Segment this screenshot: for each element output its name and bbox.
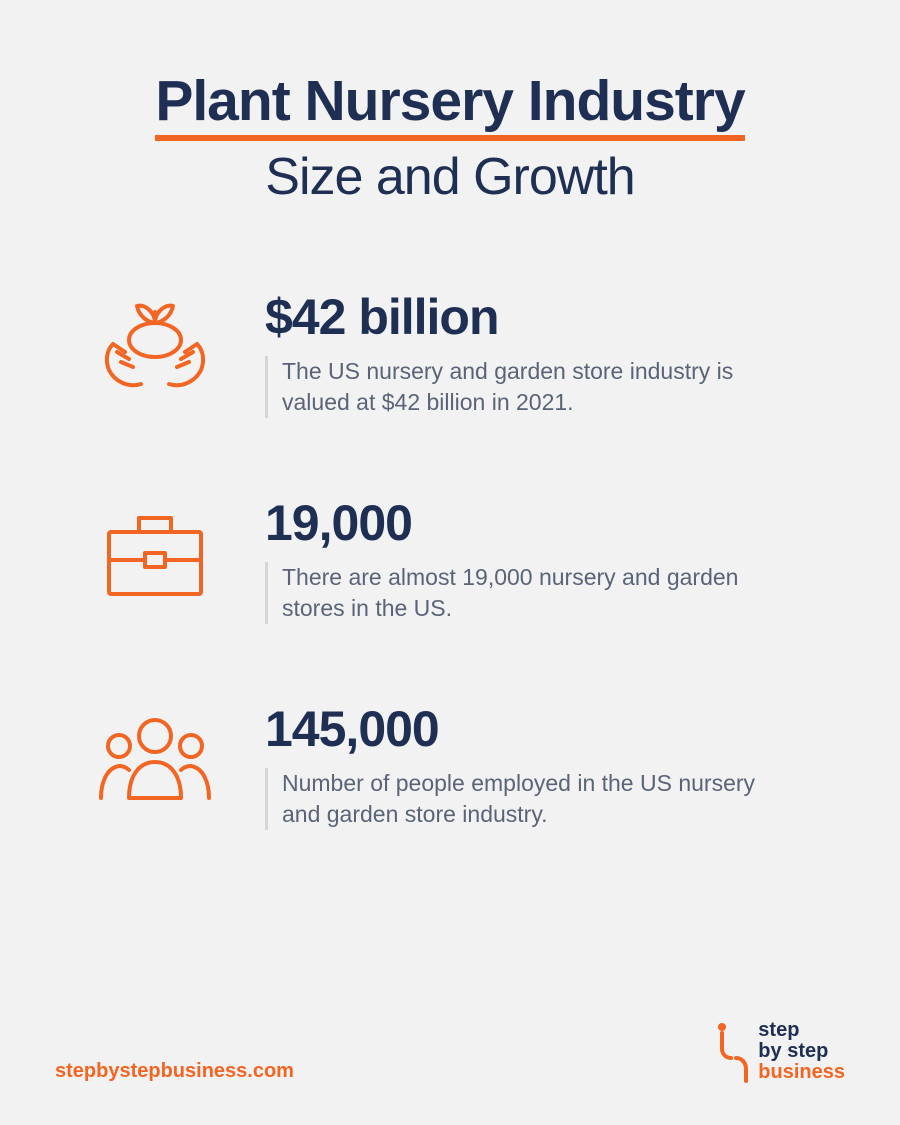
stat-description: The US nursery and garden store industry… [265,356,785,418]
stat-text: 19,000 There are almost 19,000 nursery a… [265,498,810,624]
plant-hands-icon [90,292,220,402]
logo-line2: by step [758,1041,845,1062]
people-icon [90,704,220,814]
briefcase-icon [90,498,220,608]
page-title-line2: Size and Growth [70,147,830,207]
stat-row: 19,000 There are almost 19,000 nursery a… [90,498,810,624]
logo-bracket-icon [716,1021,750,1083]
stat-text: $42 billion The US nursery and garden st… [265,292,810,418]
logo-line1: step [758,1020,845,1041]
stat-row: $42 billion The US nursery and garden st… [90,292,810,418]
stat-value: 19,000 [265,498,810,548]
footer-url: stepbystepbusiness.com [55,1060,294,1083]
stat-value: 145,000 [265,704,810,754]
logo-line3: business [758,1062,845,1083]
logo-text: step by step business [758,1020,845,1083]
footer: stepbystepbusiness.com step by step busi… [55,1020,845,1083]
stat-description: Number of people employed in the US nurs… [265,768,785,830]
stat-description: There are almost 19,000 nursery and gard… [265,562,785,624]
stat-row: 145,000 Number of people employed in the… [90,704,810,830]
header: Plant Nursery Industry Size and Growth [70,70,830,207]
page-title-line1: Plant Nursery Industry [155,70,744,141]
stats-list: $42 billion The US nursery and garden st… [70,292,830,830]
stat-value: $42 billion [265,292,810,342]
stat-text: 145,000 Number of people employed in the… [265,704,810,830]
brand-logo: step by step business [716,1020,845,1083]
